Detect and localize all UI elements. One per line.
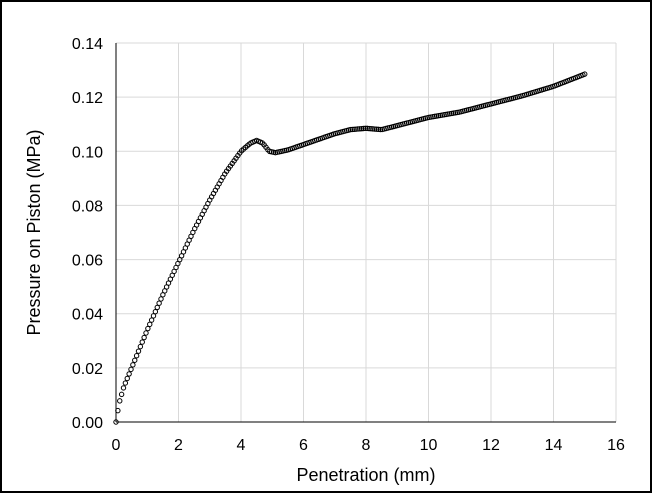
data-point <box>113 419 119 425</box>
data-point <box>349 126 355 133</box>
data-point <box>133 353 140 359</box>
data-points <box>113 71 588 425</box>
data-point <box>152 308 159 315</box>
data-point <box>143 330 149 336</box>
data-point <box>368 126 374 132</box>
x-tick-label: 12 <box>482 437 500 454</box>
data-point <box>353 126 359 132</box>
y-tick-label: 0.14 <box>72 36 103 53</box>
tick-labels: 0 2 4 6 8 10 12 14 16 0.00 0.02 0.04 0.06 0.08 0.10 0.1… <box>72 36 625 454</box>
data-point <box>366 125 372 132</box>
y-tick-label: 0.02 <box>72 361 103 378</box>
data-point <box>362 125 369 132</box>
data-point <box>118 391 125 398</box>
x-tick-label: 10 <box>420 437 438 454</box>
data-point <box>360 125 367 132</box>
data-point <box>130 362 136 368</box>
data-point <box>128 366 134 373</box>
data-point <box>137 343 144 350</box>
x-axis-title: Penetration (mm) <box>296 465 435 485</box>
data-point <box>372 126 378 132</box>
data-point <box>145 325 151 332</box>
data-point <box>117 398 123 404</box>
data-point <box>373 126 380 132</box>
data-point <box>158 296 164 302</box>
x-tick-label: 8 <box>362 437 371 454</box>
y-tick-label: 0.00 <box>72 415 103 432</box>
data-point <box>126 371 132 377</box>
data-point <box>141 334 147 341</box>
data-point <box>115 407 121 414</box>
data-point <box>154 304 160 311</box>
data-point <box>150 313 157 319</box>
y-tick-label: 0.08 <box>72 198 103 215</box>
x-tick-label: 0 <box>112 437 121 454</box>
data-point <box>347 126 354 133</box>
data-point <box>139 339 145 345</box>
data-point <box>120 385 127 391</box>
y-axis-title: Pressure on Piston (MPa) <box>24 129 44 335</box>
data-point <box>375 126 382 133</box>
data-point <box>147 321 153 328</box>
data-point <box>364 125 370 132</box>
x-tick-label: 6 <box>299 437 308 454</box>
data-point <box>377 126 384 133</box>
data-point <box>122 380 129 386</box>
axis-layer <box>115 43 616 423</box>
x-tick-label: 2 <box>174 437 183 454</box>
data-point <box>148 317 155 323</box>
y-tick-label: 0.06 <box>72 253 103 270</box>
data-point <box>357 126 363 132</box>
data-point <box>358 125 365 132</box>
data-point <box>355 126 361 132</box>
y-tick-label: 0.12 <box>72 90 103 107</box>
x-tick-label: 14 <box>545 437 563 454</box>
x-tick-label: 4 <box>237 437 246 454</box>
data-point <box>582 71 588 77</box>
data-point <box>124 375 130 382</box>
y-tick-label: 0.10 <box>72 144 103 161</box>
data-point <box>156 300 162 306</box>
y-tick-label: 0.04 <box>72 307 103 324</box>
data-point <box>132 357 138 363</box>
data-point <box>370 126 376 132</box>
data-point <box>135 348 142 354</box>
data-point <box>351 126 357 133</box>
x-tick-label: 16 <box>607 437 625 454</box>
